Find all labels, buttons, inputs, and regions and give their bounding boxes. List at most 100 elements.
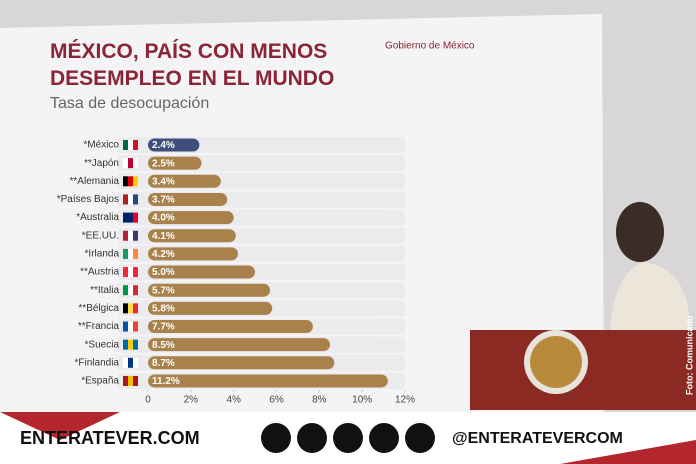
- value-label: 8.5%: [152, 340, 175, 351]
- bar: [148, 174, 221, 188]
- x-tick-label: 4%: [226, 395, 241, 406]
- flag: [128, 230, 133, 241]
- flag: [128, 339, 133, 350]
- value-label: 7.7%: [152, 322, 175, 333]
- value-label: 4.1%: [152, 231, 175, 242]
- x-tick-label: 10%: [352, 395, 372, 406]
- flag: [128, 194, 133, 205]
- bar: [148, 265, 256, 279]
- bar: [148, 374, 388, 388]
- flag: [128, 303, 133, 314]
- flag: [133, 267, 138, 278]
- person-head: [616, 202, 664, 262]
- value-label: 4.2%: [152, 249, 175, 260]
- bar: [148, 356, 335, 370]
- flag: [133, 176, 138, 187]
- flag: [123, 140, 128, 150]
- flag: [123, 267, 128, 278]
- x-tick-label: 2%: [184, 395, 199, 406]
- flag: [128, 140, 133, 150]
- flag: [123, 321, 128, 332]
- subtitle: Tasa de desocupación: [50, 95, 209, 112]
- flag: [123, 357, 128, 368]
- flag: [128, 375, 133, 386]
- value-label: 5.8%: [152, 303, 175, 314]
- value-label: 5.7%: [152, 285, 175, 296]
- flag: [133, 375, 138, 386]
- flag: [128, 357, 133, 368]
- category-label: *Países Bajos: [57, 194, 119, 205]
- category-label: *España: [81, 376, 119, 387]
- value-label: 3.4%: [152, 176, 175, 187]
- flag: [128, 267, 133, 278]
- category-label: **Italia: [90, 285, 119, 296]
- x-tick-label: 12%: [395, 395, 415, 406]
- category-label: *Irlanda: [85, 249, 120, 260]
- person-body: [610, 262, 690, 330]
- value-label: 8.7%: [152, 358, 175, 369]
- flag: [133, 285, 138, 296]
- banner-site: ENTERATEVER.COM: [20, 428, 200, 448]
- flag: [128, 285, 133, 296]
- logo: Gobierno de México: [385, 41, 475, 52]
- stripe: [560, 440, 696, 464]
- title-line: MÉXICO, PAÍS CON MENOS DESEMPLEO EN EL MU…: [50, 40, 334, 90]
- flag: [123, 375, 128, 386]
- flag: [133, 212, 138, 223]
- flag: [123, 194, 128, 205]
- flag: [133, 339, 138, 350]
- flag: [128, 176, 133, 187]
- value-label: 5.0%: [152, 267, 175, 278]
- category-label: *Australia: [76, 212, 119, 223]
- flag: [123, 212, 128, 223]
- banner-handle: @ENTERATEVERCOM: [452, 430, 623, 447]
- category-label: **Japón: [84, 158, 119, 169]
- x-tick-label: 0: [145, 395, 151, 406]
- flag: [123, 285, 128, 296]
- flag: [133, 158, 138, 169]
- flag: [133, 303, 138, 314]
- flag: [123, 176, 128, 187]
- value-label: 3.7%: [152, 195, 175, 206]
- bar: [148, 283, 271, 297]
- flag: [123, 230, 128, 241]
- category-label: *México: [83, 140, 119, 151]
- category-label: **Austria: [80, 267, 119, 278]
- bar: [148, 320, 313, 333]
- flag: [133, 321, 138, 332]
- bar: [148, 229, 236, 243]
- flag: [128, 321, 133, 332]
- value-label: 2.4%: [152, 140, 175, 151]
- value-label: 11.2%: [152, 376, 180, 387]
- flag: [133, 230, 138, 241]
- category-label: **Francia: [78, 321, 120, 332]
- flag: [128, 158, 133, 169]
- bar: [148, 156, 202, 170]
- credit: Foto: Comunicado: [684, 315, 694, 395]
- flag: [128, 248, 133, 259]
- value-label: 2.5%: [152, 158, 175, 169]
- podium-seal-inner: [530, 336, 582, 388]
- bar: [148, 301, 273, 315]
- category-label: **Alemania: [70, 176, 120, 187]
- flag: [133, 194, 138, 205]
- category-label: **Bélgica: [78, 303, 119, 314]
- x-tick-label: 8%: [312, 395, 327, 406]
- bar: [148, 247, 238, 261]
- category-label: *Suecia: [85, 339, 120, 350]
- bar: [148, 338, 331, 352]
- bar: [148, 138, 200, 152]
- social-icons: [261, 423, 435, 453]
- bar: [148, 211, 234, 225]
- x-tick-label: 6%: [269, 395, 284, 406]
- flag: [123, 158, 128, 169]
- flag: [133, 248, 138, 259]
- flag: [133, 140, 138, 150]
- category-label: *EE.UU.: [82, 230, 119, 241]
- value-label: 4.0%: [152, 213, 175, 224]
- category-label: *Finlandia: [75, 357, 120, 368]
- bar: [148, 192, 228, 206]
- flag: [123, 248, 128, 259]
- flag: [133, 357, 138, 368]
